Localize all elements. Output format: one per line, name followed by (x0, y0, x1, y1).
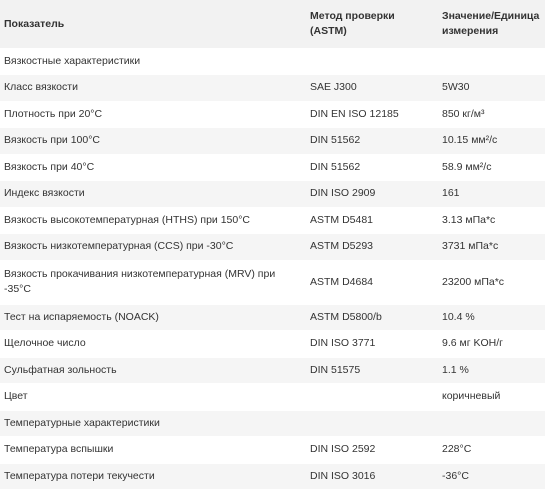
cell-value: 3731 мПа*с (438, 233, 545, 261)
cell-name: Температурные характеристики (0, 410, 306, 437)
table-header-row: Показатель Метод проверки (ASTM) Значени… (0, 0, 545, 48)
cell-method (306, 410, 438, 437)
cell-name: Вязкость прокачивания низкотемпературная… (0, 260, 306, 305)
cell-name: Индекс вязкости (0, 180, 306, 208)
cell-method: DIN EN ISO 12185 (306, 101, 438, 128)
cell-value: -36°C (438, 463, 545, 490)
cell-name: Цвет (0, 383, 306, 411)
table-row: Вязкость низкотемпературная (CCS) при -3… (0, 233, 545, 261)
cell-value: 58.9 мм²/с (438, 154, 545, 181)
cell-method: DIN ISO 2592 (306, 436, 438, 464)
cell-value: 850 кг/м³ (438, 101, 545, 128)
cell-name: Температура потери текучести (0, 463, 306, 490)
cell-name: Тест на испаряемость (NOACK) (0, 304, 306, 331)
cell-value: 161 (438, 180, 545, 208)
cell-name: Вязкость при 100°C (0, 127, 306, 155)
cell-method: ASTM D5800/b (306, 304, 438, 331)
section-row: Температурные характеристики (0, 410, 545, 437)
cell-method: SAE J300 (306, 74, 438, 102)
cell-name: Вязкость низкотемпературная (CCS) при -3… (0, 233, 306, 261)
table-row: Вязкость прокачивания низкотемпературная… (0, 260, 545, 305)
table-row: Температура вспышки DIN ISO 2592 228°C (0, 436, 545, 464)
table-row: Вязкость при 40°C DIN 51562 58.9 мм²/с (0, 154, 545, 181)
table-row: Класс вязкости SAE J300 5W30 (0, 74, 545, 102)
cell-method: DIN 51575 (306, 357, 438, 384)
header-method: Метод проверки (ASTM) (306, 0, 438, 48)
cell-value: 228°C (438, 436, 545, 464)
cell-value: коричневый (438, 383, 545, 411)
cell-name: Щелочное число (0, 330, 306, 358)
table-row: Плотность при 20°C DIN EN ISO 12185 850 кг… (0, 101, 545, 128)
cell-value (438, 48, 545, 75)
table-row: Тест на испаряемость (NOACK) ASTM D5800/b… (0, 304, 545, 331)
cell-method (306, 383, 438, 411)
cell-name: Класс вязкости (0, 74, 306, 102)
section-row: Вязкостные характеристики (0, 48, 545, 75)
cell-name: Температура вспышки (0, 436, 306, 464)
cell-value (438, 410, 545, 437)
cell-value: 1.1 % (438, 357, 545, 384)
table-row: Цвет коричневый (0, 383, 545, 411)
header-parameter: Показатель (0, 0, 306, 48)
cell-value: 23200 мПа*с (438, 260, 545, 305)
cell-value: 10.4 % (438, 304, 545, 331)
header-value: Значение/Единица измерения (438, 0, 545, 48)
cell-name: Вязкость при 40°C (0, 154, 306, 181)
table-row: Температура потери текучести DIN ISO 3016… (0, 463, 545, 490)
table-row: Вязкость высокотемпературная (HTHS) при … (0, 207, 545, 234)
cell-method (306, 48, 438, 75)
cell-value: 10.15 мм²/с (438, 127, 545, 155)
cell-value: 9.6 мг KOH/г (438, 330, 545, 358)
cell-method: DIN 51562 (306, 154, 438, 181)
table-row: Вязкость при 100°C DIN 51562 10.15 мм²/с (0, 127, 545, 155)
cell-name: Вязкость высокотемпературная (HTHS) при … (0, 207, 306, 234)
table-row: Индекс вязкости DIN ISO 2909 161 (0, 180, 545, 208)
cell-name: Вязкостные характеристики (0, 48, 306, 75)
cell-method: DIN ISO 3016 (306, 463, 438, 490)
cell-method: ASTM D5481 (306, 207, 438, 234)
cell-name: Сульфатная зольность (0, 357, 306, 384)
cell-method: DIN 51562 (306, 127, 438, 155)
cell-method: ASTM D4684 (306, 260, 438, 305)
cell-method: DIN ISO 3771 (306, 330, 438, 358)
table-body: Вязкостные характеристики Класс вязкости S… (0, 48, 545, 490)
cell-method: ASTM D5293 (306, 233, 438, 261)
cell-name: Плотность при 20°C (0, 101, 306, 128)
table-row: Сульфатная зольность DIN 51575 1.1 % (0, 357, 545, 384)
table-row: Щелочное число DIN ISO 3771 9.6 мг KOH/г (0, 330, 545, 358)
cell-value: 3.13 мПа*с (438, 207, 545, 234)
cell-method: DIN ISO 2909 (306, 180, 438, 208)
cell-value: 5W30 (438, 74, 545, 102)
